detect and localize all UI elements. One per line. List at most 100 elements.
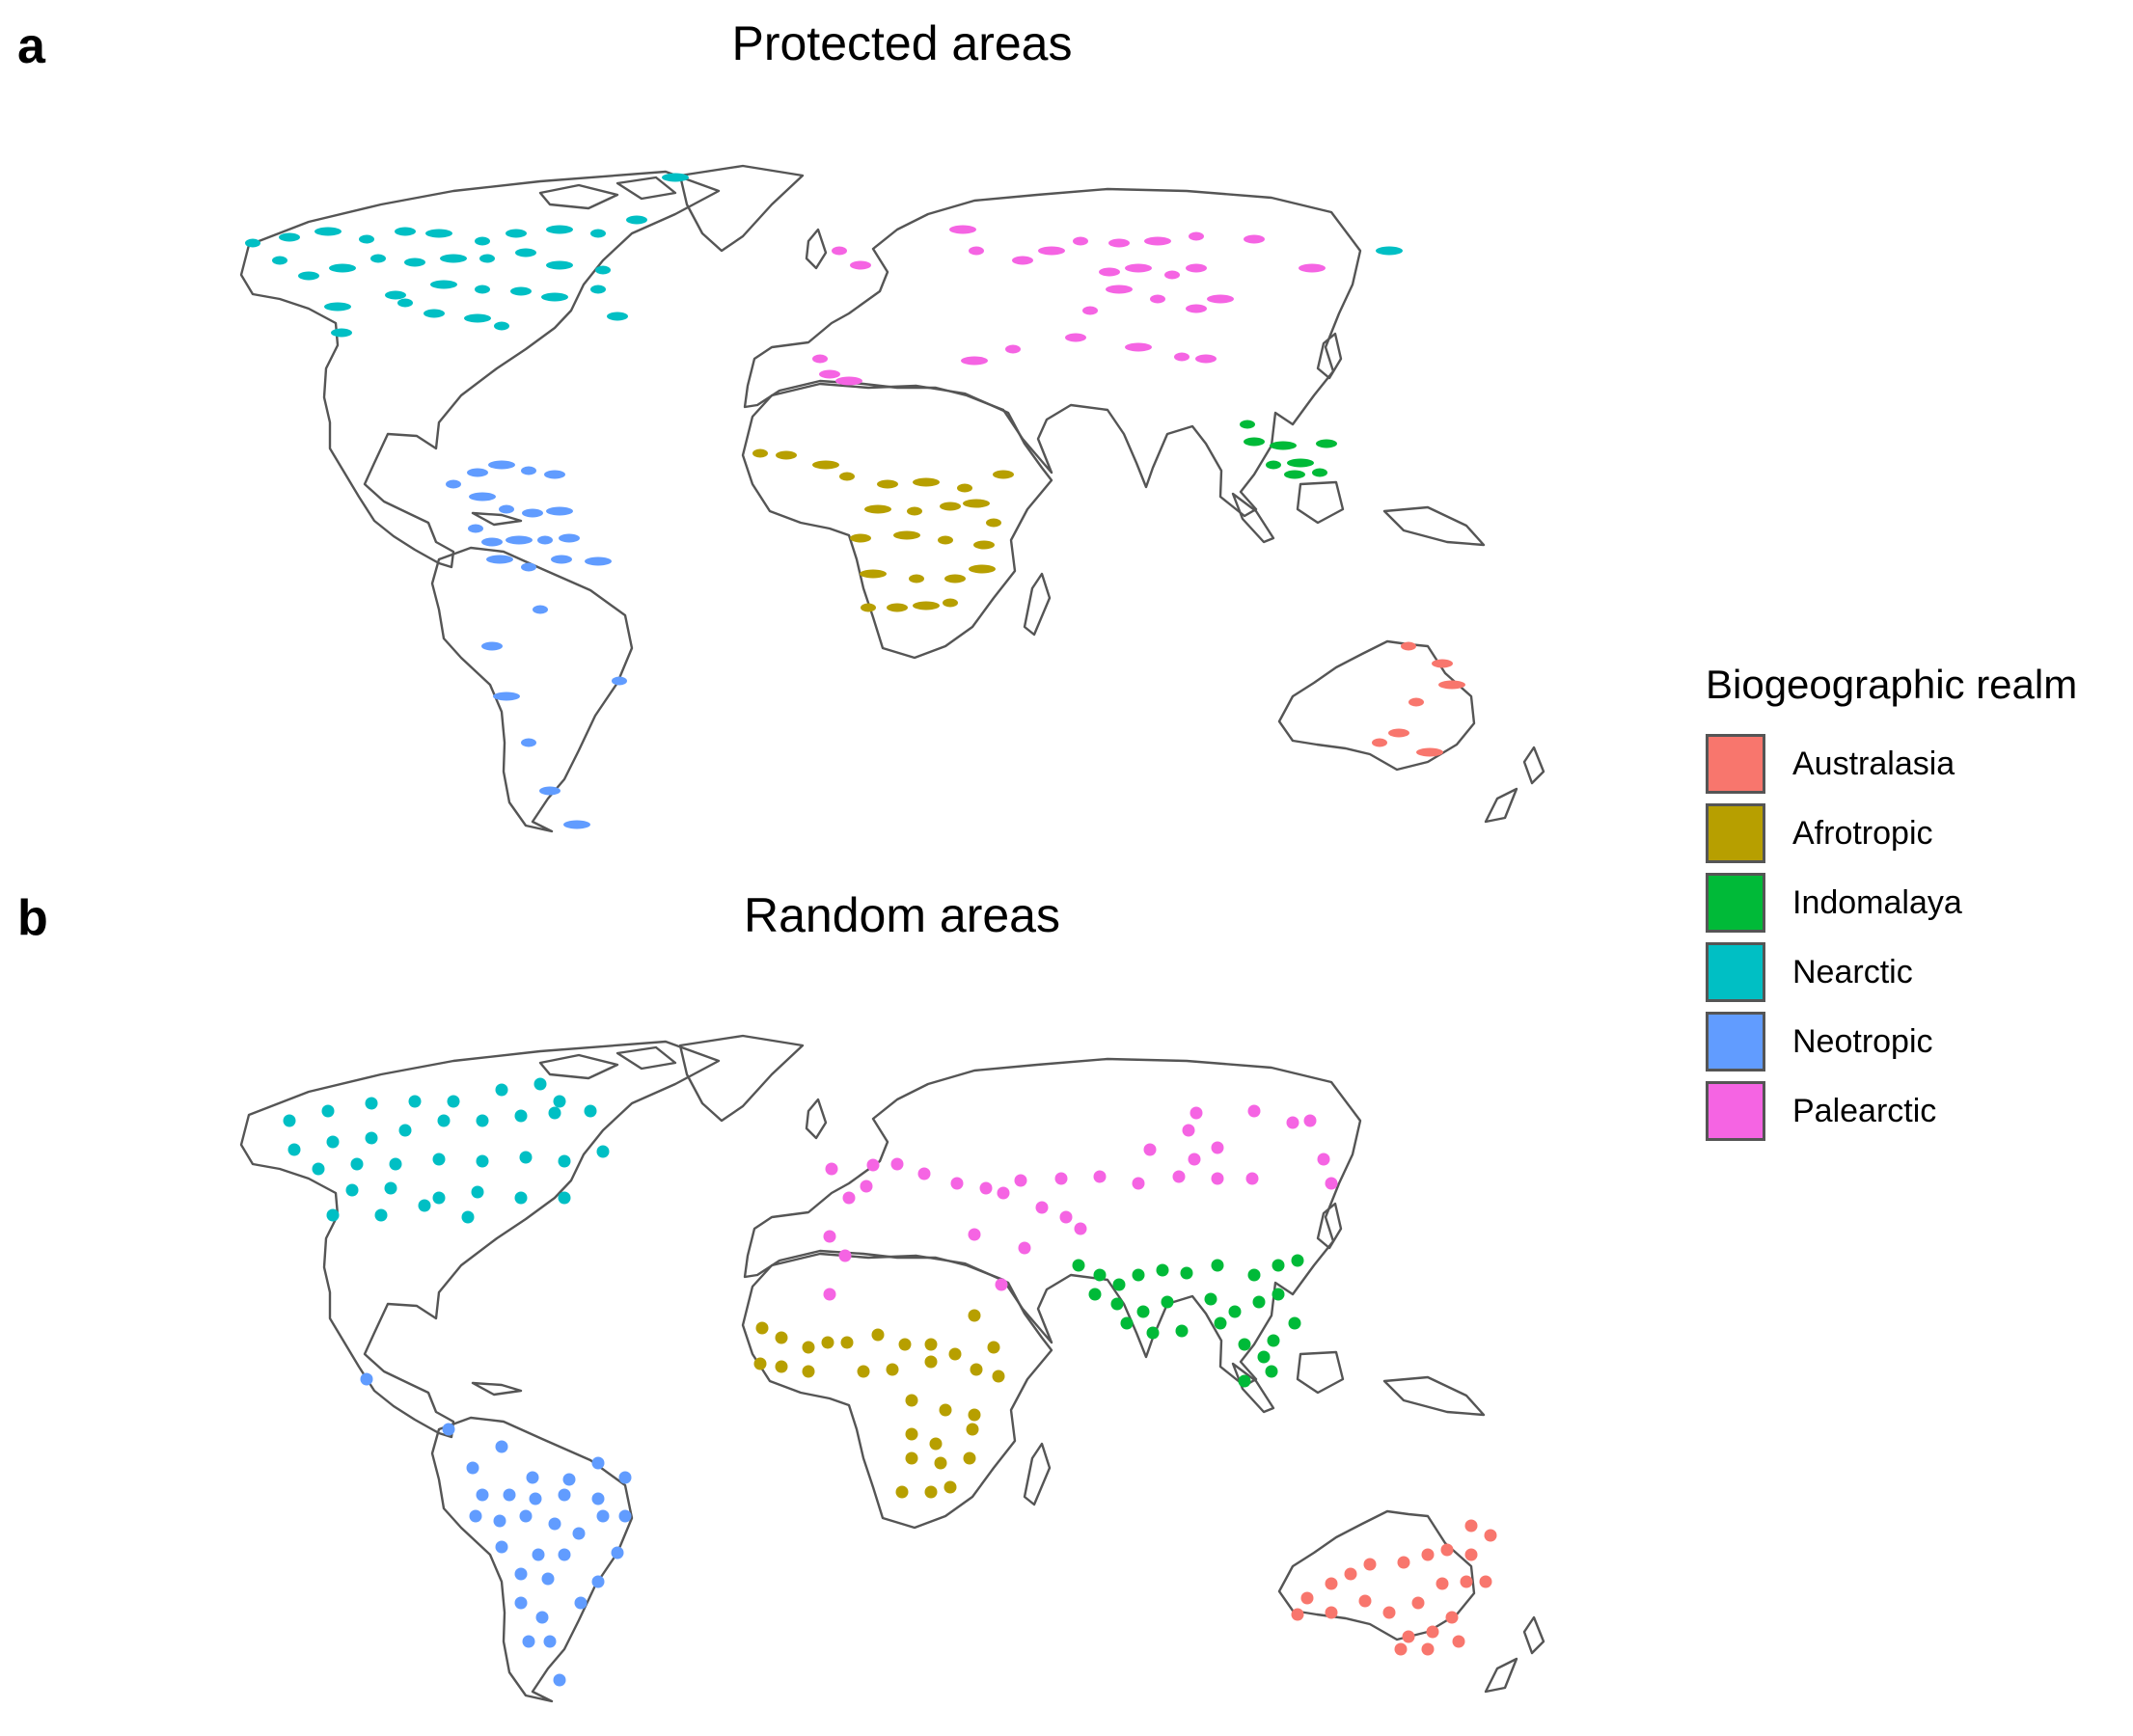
palearctic-site-point	[968, 1228, 981, 1241]
afrotropic-site-point	[864, 504, 891, 514]
nearctic-site-point	[514, 1191, 528, 1205]
nearctic-site-point	[1376, 246, 1403, 256]
neotropic-site-point	[535, 1611, 549, 1624]
nearctic-site-point	[464, 313, 491, 323]
palearctic-site-point	[1035, 1201, 1049, 1214]
afrotropic-site-point	[857, 1365, 870, 1378]
indomalaya-site-point	[1287, 458, 1314, 468]
neotropic-site-point	[533, 605, 548, 614]
neotropic-site-point	[506, 535, 533, 545]
nearctic-site-point	[546, 260, 573, 270]
nearctic-site-point	[365, 1097, 378, 1110]
palearctic-site-point	[1125, 263, 1152, 273]
australasia-site-point	[1438, 680, 1465, 690]
landmass-outline	[1277, 639, 1476, 772]
australasia-site-point	[1484, 1529, 1497, 1542]
neotropic-site-point	[499, 504, 514, 514]
landmass-outline	[1316, 332, 1343, 380]
australasia-site-point	[1397, 1556, 1410, 1569]
neotropic-site-point	[486, 555, 513, 564]
neotropic-site-point	[514, 1567, 528, 1581]
palearctic-site-point	[1195, 354, 1217, 364]
landmass-outline	[1484, 787, 1518, 824]
nearctic-site-point	[430, 280, 457, 289]
neotropic-site-point	[526, 1471, 539, 1484]
neotropic-site-point	[612, 676, 627, 686]
palearctic-site-point	[1074, 1222, 1087, 1235]
afrotropic-site-point	[775, 1360, 788, 1373]
neotropic-site-point	[521, 466, 536, 475]
indomalaya-site-point	[1267, 1334, 1280, 1347]
australasia-site-point	[1388, 728, 1409, 738]
indomalaya-site-point	[1072, 1259, 1085, 1272]
legend-key-indomalaya	[1706, 873, 1765, 933]
afrotropic-site-point	[986, 518, 1001, 528]
afrotropic-site-point	[752, 448, 768, 458]
nearctic-site-point	[329, 263, 356, 273]
palearctic-site-point	[1093, 1170, 1107, 1183]
nearctic-site-point	[312, 1162, 325, 1176]
australasia-site-point	[1300, 1591, 1314, 1605]
indomalaya-site-point	[1288, 1316, 1301, 1330]
indomalaya-site-point	[1240, 420, 1255, 429]
neotropic-site-point	[544, 470, 565, 479]
neotropic-site-point	[563, 820, 590, 829]
palearctic-site-point	[1189, 231, 1204, 241]
landmass-outline	[741, 382, 1053, 660]
australasia-site-point	[1436, 1577, 1449, 1590]
panel-b-title: Random areas	[744, 888, 1060, 942]
nearctic-site-point	[326, 1135, 340, 1149]
neotropic-site-point	[529, 1492, 542, 1505]
neotropic-site-point	[476, 1488, 489, 1502]
palearctic-site-point	[1099, 267, 1120, 277]
palearctic-site-point	[1132, 1177, 1145, 1190]
landmass-outline	[615, 176, 677, 201]
australasia-site-point	[1479, 1575, 1492, 1588]
neotropic-site-point	[585, 556, 612, 566]
australasia-site-point	[1372, 738, 1387, 747]
legend-label-neotropic: Neotropic	[1792, 1022, 1933, 1060]
landmass-outline	[678, 164, 805, 253]
legend-label-palearctic: Palearctic	[1792, 1092, 1937, 1129]
palearctic-site-point	[1325, 1177, 1338, 1190]
australasia-site-point	[1452, 1635, 1465, 1648]
protected-areas-map	[239, 164, 1545, 833]
australasia-site-point	[1408, 697, 1424, 707]
indomalaya-site-point	[1132, 1268, 1145, 1282]
australasia-site-point	[1394, 1642, 1408, 1656]
palearctic-site-point	[825, 1162, 838, 1176]
neotropic-site-point	[532, 1548, 545, 1561]
landmass-outline	[239, 170, 721, 569]
landmass-outline	[538, 183, 619, 210]
indomalaya-site-point	[1204, 1292, 1217, 1306]
australasia-site-point	[1402, 1630, 1415, 1643]
neotropic-site-point	[467, 468, 488, 477]
nearctic-site-point	[397, 298, 413, 308]
palearctic-site-point	[949, 225, 976, 234]
nearctic-site-point	[558, 1154, 571, 1168]
australasia-site-point	[1325, 1606, 1338, 1619]
australasia-site-point	[1401, 641, 1416, 651]
nearctic-site-point	[475, 285, 490, 294]
neotropic-site-point	[611, 1546, 624, 1560]
palearctic-site-point	[1125, 342, 1152, 352]
legend-item-indomalaya: Indomalaya	[1706, 868, 2077, 937]
landmass-outline	[678, 1034, 805, 1123]
palearctic-site-point	[1054, 1172, 1068, 1185]
afrotropic-site-point	[969, 564, 996, 574]
nearctic-site-point	[370, 254, 386, 263]
nearctic-site-point	[283, 1114, 296, 1127]
landmass-outline	[743, 1057, 1362, 1388]
indomalaya-site-point	[1175, 1324, 1189, 1338]
neotropic-site-point	[442, 1423, 455, 1436]
australasia-site-point	[1358, 1594, 1372, 1608]
australasia-site-point	[1421, 1548, 1435, 1561]
landmass-outline	[1316, 1202, 1343, 1250]
landmass-outline	[430, 1416, 634, 1703]
landmass-outline	[1023, 1442, 1052, 1506]
australasia-site-point	[1464, 1548, 1478, 1561]
legend-label-indomalaya: Indomalaya	[1792, 883, 1962, 921]
landmass-outline	[743, 187, 1362, 518]
landmass-outline	[538, 1053, 619, 1080]
afrotropic-site-point	[821, 1336, 834, 1349]
